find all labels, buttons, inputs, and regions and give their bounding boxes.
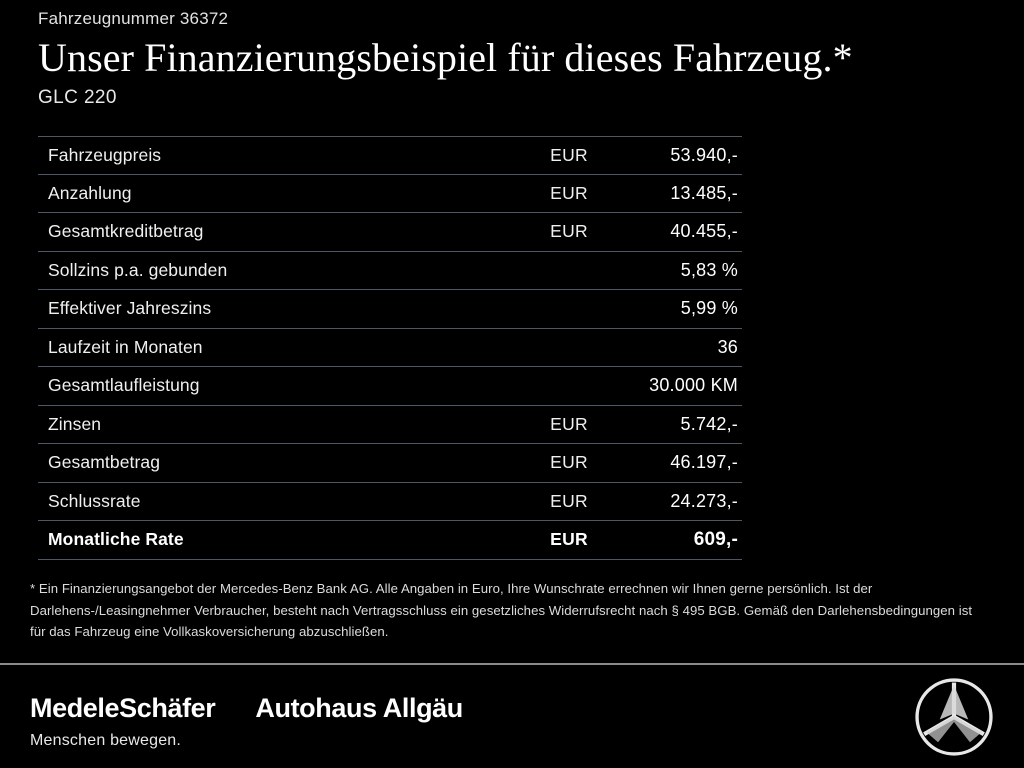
finance-table: Fahrzeugpreis EUR 53.940,- Anzahlung EUR 13.4… <box>38 136 742 560</box>
row-value: 46.197,- <box>670 452 738 473</box>
table-row: Monatliche Rate EUR 609,- <box>38 521 742 560</box>
row-currency: EUR <box>550 529 588 550</box>
row-label: Sollzins p.a. gebunden <box>48 259 228 280</box>
footnote-text: * Ein Finanzierungsangebot der Mercedes-… <box>30 581 973 639</box>
row-currency: EUR <box>550 452 588 473</box>
row-label: Schlussrate <box>48 490 141 511</box>
row-value: 36 <box>717 336 738 357</box>
row-label: Gesamtkreditbetrag <box>48 221 204 242</box>
row-value: 30.000 KM <box>649 375 738 396</box>
vehicle-number: Fahrzeugnummer 36372 <box>38 9 229 28</box>
table-row: Sollzins p.a. gebunden 5,83 % <box>38 252 742 290</box>
table-row: Laufzeit in Monaten 36 <box>38 329 742 367</box>
table-row: Anzahlung EUR 13.485,- <box>38 175 742 213</box>
dealer-tagline: Menschen bewegen. <box>30 732 182 749</box>
dealer-branding: MedeleSchäfer Autohaus Allgäu Menschen be… <box>30 692 463 752</box>
row-currency: EUR <box>550 144 588 165</box>
row-currency: EUR <box>550 221 588 242</box>
row-currency: EUR <box>550 413 588 434</box>
row-label: Zinsen <box>48 413 102 434</box>
row-value: 24.273,- <box>670 490 738 511</box>
table-row: Gesamtlaufleistung 30.000 KM <box>38 367 742 406</box>
row-label: Gesamtlaufleistung <box>48 375 200 396</box>
row-currency: EUR <box>550 490 588 511</box>
row-value: 5,83 % <box>680 259 738 280</box>
row-label: Anzahlung <box>48 182 132 203</box>
page-title: Unser Finanzierungsbeispiel für dieses F… <box>38 35 853 80</box>
row-value: 5.742,- <box>680 413 738 434</box>
table-row: Schlussrate EUR 24.273,- <box>38 483 742 521</box>
header: Fahrzeugnummer 36372 Unser Finanzierungs… <box>38 6 994 112</box>
row-label: Laufzeit in Monaten <box>48 336 203 357</box>
row-label: Fahrzeugpreis <box>48 144 162 165</box>
row-label: Effektiver Jahreszins <box>48 298 212 319</box>
row-value: 53.940,- <box>670 144 738 165</box>
vehicle-model: GLC 220 <box>38 87 117 108</box>
row-value: 40.455,- <box>670 221 738 242</box>
row-value: 13.485,- <box>670 182 738 203</box>
table-row: Zinsen EUR 5.742,- <box>38 406 742 444</box>
table-row: Gesamtkreditbetrag EUR 40.455,- <box>38 213 742 252</box>
mercedes-star-icon <box>912 675 996 759</box>
row-label: Gesamtbetrag <box>48 452 161 473</box>
table-row: Effektiver Jahreszins 5,99 % <box>38 290 742 329</box>
table-row: Gesamtbetrag EUR 46.197,- <box>38 444 742 483</box>
row-value: 5,99 % <box>680 298 738 319</box>
row-label: Monatliche Rate <box>48 529 184 550</box>
footer-divider <box>0 663 1024 665</box>
row-currency: EUR <box>550 182 588 203</box>
row-value: 609,- <box>693 528 738 550</box>
table-row: Fahrzeugpreis EUR 53.940,- <box>38 136 742 175</box>
dealer-logo-autohaus-allgaeu: Autohaus Allgäu <box>255 693 463 723</box>
dealer-logo-medeleschaefer: MedeleSchäfer <box>30 693 216 723</box>
footer: MedeleSchäfer Autohaus Allgäu Menschen be… <box>0 665 1024 768</box>
